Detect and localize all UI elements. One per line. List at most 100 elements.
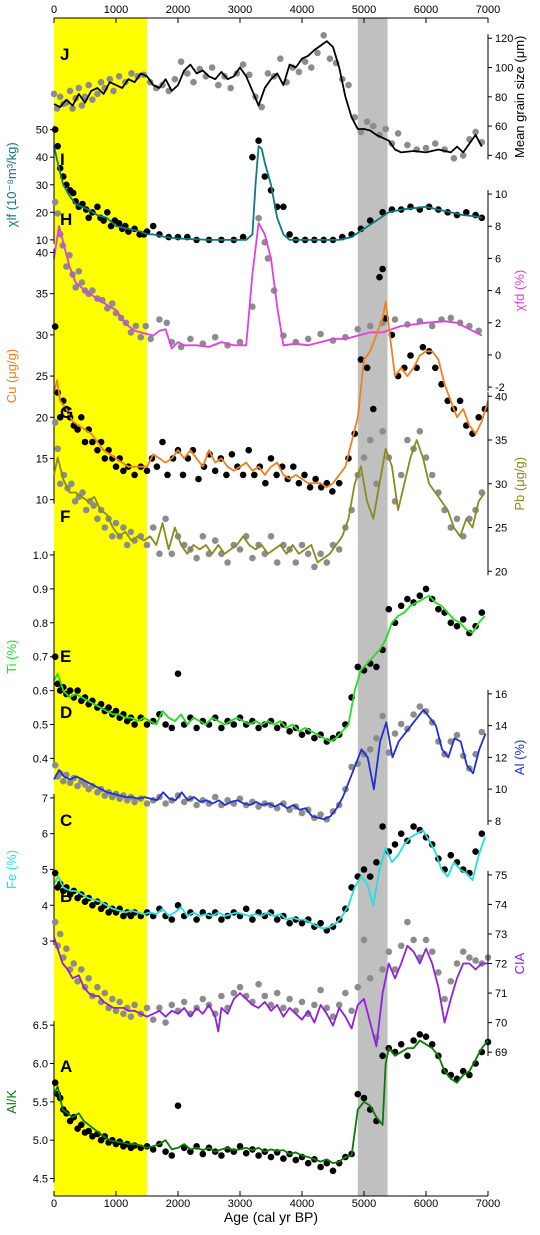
data-point — [208, 64, 216, 71]
data-point — [69, 105, 76, 112]
data-point — [66, 87, 74, 95]
data-point — [143, 721, 151, 728]
y-tick-label: 20 — [495, 566, 507, 578]
y-tick-label: 35 — [495, 435, 507, 447]
y-axis-label: Fe (%) — [4, 850, 19, 889]
data-point — [106, 75, 114, 83]
data-point — [215, 81, 222, 89]
data-point — [459, 152, 467, 159]
y-tick-label: 0.9 — [33, 584, 48, 596]
data-point — [78, 1121, 85, 1129]
data-point — [190, 78, 197, 86]
y-tick-label: 6 — [495, 253, 501, 265]
y-tick-label: 5.5 — [33, 1097, 48, 1109]
data-point — [177, 58, 185, 65]
data-point — [246, 71, 253, 79]
data-point — [56, 414, 64, 421]
y-tick-label: 50 — [36, 125, 48, 137]
y-tick-label: 6 — [42, 829, 48, 841]
x-tick-label-top: 3000 — [228, 4, 252, 16]
data-point — [255, 724, 262, 732]
data-point — [120, 467, 127, 475]
series-line — [53, 594, 486, 743]
data-point — [79, 489, 86, 496]
data-point — [317, 811, 324, 818]
data-point — [262, 479, 269, 487]
data-point — [363, 118, 371, 125]
data-point — [308, 64, 315, 71]
data-point — [404, 436, 411, 444]
y-tick-label: 4 — [42, 900, 48, 912]
data-point — [320, 32, 328, 39]
x-tick-label-top: 6000 — [414, 4, 438, 16]
x-tick-label-bottom: 4000 — [290, 1198, 314, 1210]
data-point — [379, 1052, 386, 1060]
data-point — [230, 721, 238, 728]
data-point — [422, 585, 430, 593]
data-point — [459, 616, 467, 623]
x-tick-label-bottom: 2000 — [166, 1198, 190, 1210]
y-tick-label: 0.8 — [33, 618, 48, 630]
data-point — [168, 1152, 176, 1159]
data-point — [335, 1001, 343, 1009]
data-point — [354, 1090, 362, 1098]
data-point — [298, 541, 306, 549]
y-tick-label: 2 — [495, 318, 501, 330]
y-tick-label: 4.5 — [33, 1174, 48, 1186]
x-tick-label-bottom: 3000 — [228, 1198, 252, 1210]
data-point — [89, 96, 96, 103]
y-tick-label: 10 — [495, 784, 507, 796]
y-tick-label: 74 — [495, 899, 507, 911]
data-point — [132, 322, 140, 330]
x-tick-label-bottom: 5000 — [352, 1198, 376, 1210]
y-tick-label: 60 — [495, 121, 507, 133]
data-point — [267, 1153, 275, 1161]
data-point — [51, 419, 59, 426]
data-point — [286, 728, 293, 735]
y-axis-label: Cu (μg/g) — [4, 349, 19, 403]
y-tick-label: 6.5 — [33, 1020, 48, 1032]
data-point — [218, 916, 225, 923]
data-point — [391, 966, 399, 973]
data-point — [416, 703, 424, 710]
data-point — [127, 528, 135, 536]
data-point — [51, 869, 59, 877]
panel-c: C 3 4 5 6 7 Fe (%) — [4, 793, 486, 948]
data-point — [478, 728, 486, 736]
panel-letter: D — [60, 703, 72, 722]
data-point — [342, 989, 349, 997]
data-point — [120, 524, 127, 531]
data-point — [56, 93, 64, 101]
data-point — [360, 1094, 368, 1102]
data-point — [366, 322, 374, 330]
data-point — [74, 687, 81, 694]
data-point — [329, 1167, 337, 1175]
data-point — [323, 559, 331, 566]
panel-h: H -2 0 2 4 6 8 10 χfd (%) — [51, 189, 527, 394]
x-axis-label: Age (cal yr BP) — [224, 1209, 318, 1225]
data-point — [360, 936, 368, 944]
data-point — [286, 919, 293, 927]
y-tick-label: 8 — [495, 221, 501, 233]
data-point — [249, 916, 256, 923]
y-tick-label: 16 — [495, 689, 507, 701]
data-point — [255, 137, 262, 144]
data-point — [292, 559, 300, 566]
data-point — [267, 455, 275, 462]
x-tick-label-top: 5000 — [352, 4, 376, 16]
data-point — [290, 463, 297, 471]
series-line — [53, 145, 482, 241]
data-point — [373, 735, 380, 742]
y-tick-label: 120 — [495, 33, 513, 45]
y-axis-label: CIA — [512, 952, 527, 974]
data-point — [195, 475, 202, 483]
data-point — [360, 454, 368, 461]
data-point — [311, 734, 318, 742]
panel-e: E 0.4 0.5 0.6 0.7 0.8 0.9 1.0 Ti (%) — [4, 550, 486, 765]
y-tick-label: 4 — [495, 286, 501, 298]
data-point — [85, 1127, 92, 1135]
panel-i: I 10 20 30 40 50 χlf (10⁻⁸m³/kg) — [4, 125, 486, 247]
data-point — [94, 446, 101, 454]
data-point — [410, 823, 417, 830]
